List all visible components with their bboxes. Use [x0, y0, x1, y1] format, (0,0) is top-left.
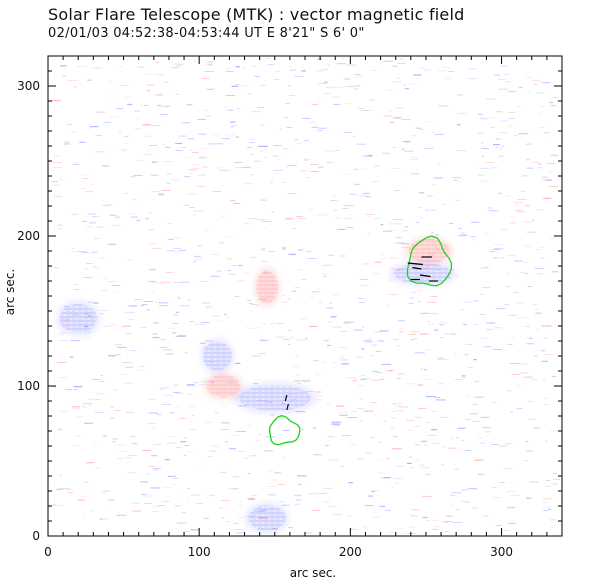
- y-axis-label: arc sec.: [3, 268, 17, 316]
- vector-markers: [284, 256, 439, 411]
- y-tick-label: 100: [17, 379, 40, 393]
- vector-marker: [412, 266, 422, 270]
- vector-marker: [286, 403, 289, 411]
- negative-patch: [239, 385, 311, 411]
- positive-patch: [206, 374, 241, 398]
- x-tick-label: 200: [339, 545, 362, 559]
- field-patches: [56, 236, 457, 534]
- plot-root: 0 100 200 300 0 100 200 300: [17, 55, 563, 559]
- plage-contour: [268, 415, 301, 446]
- x-axis-label: arc sec.: [289, 566, 337, 580]
- negative-patch: [59, 304, 97, 333]
- negative-patch: [394, 263, 452, 284]
- y-tick-label: 200: [17, 229, 40, 243]
- plot-background: [48, 56, 562, 536]
- y-tick-label: 0: [32, 529, 40, 543]
- axes: 0 100 200 300 0 100 200 300: [17, 55, 563, 559]
- y-tick-label: 300: [17, 79, 40, 93]
- vector-marker: [407, 262, 423, 266]
- vector-marker: [284, 394, 288, 402]
- field-texture: [51, 58, 560, 534]
- x-tick-label: 300: [490, 545, 513, 559]
- figure-subtitle: 02/01/03 04:52:38-04:53:44 UT E 8'21" S …: [48, 26, 365, 41]
- negative-patch: [202, 341, 232, 371]
- figure-title: Solar Flare Telescope (MTK) : vector mag…: [48, 5, 465, 24]
- positive-patch: [256, 271, 279, 303]
- positive-patch: [408, 239, 450, 263]
- negative-patch: [248, 505, 286, 531]
- vector-marker: [419, 274, 431, 278]
- x-tick-label: 0: [44, 545, 52, 559]
- x-tick-label: 100: [188, 545, 211, 559]
